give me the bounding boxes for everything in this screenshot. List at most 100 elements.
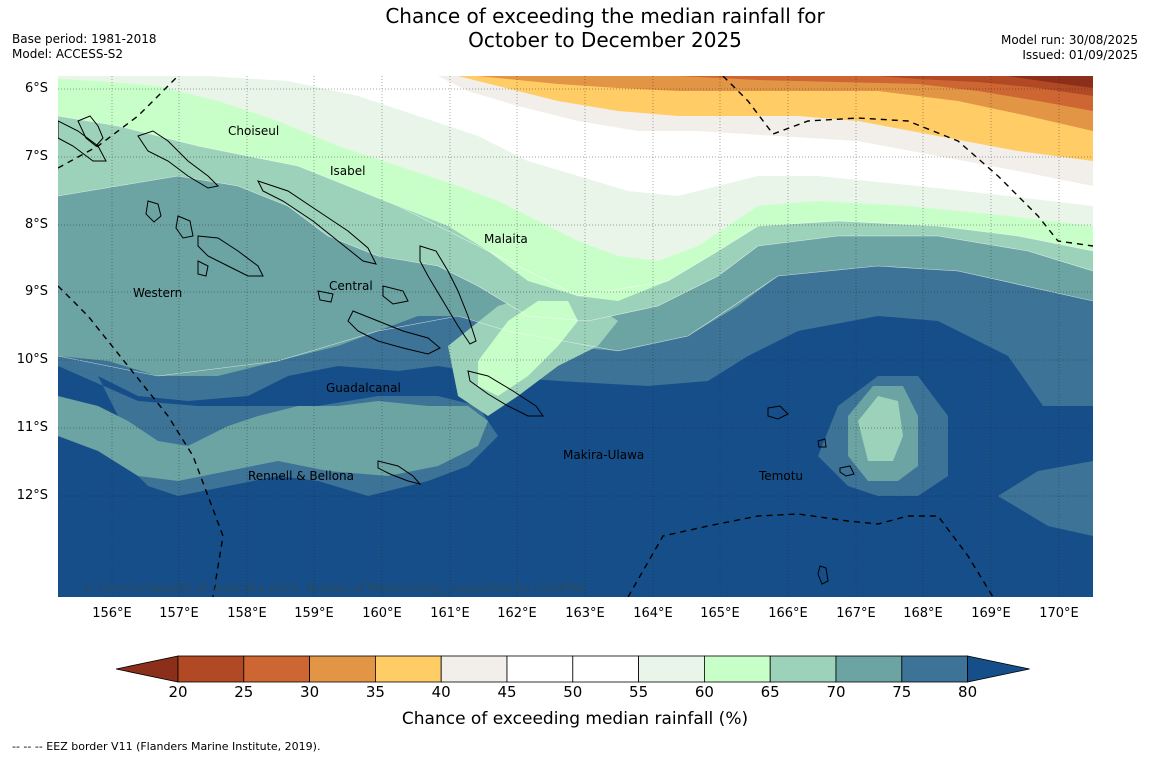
lat-label-9s: 9°S [24, 284, 48, 299]
colorbar-tick-label: 40 [431, 683, 451, 701]
colorbar-cell [309, 655, 376, 683]
isabel-island [257, 180, 377, 265]
band-70-b [58, 396, 488, 481]
colorbar-tick-label: 50 [563, 683, 583, 701]
lon-label-166e: 166°E [768, 606, 808, 621]
colorbar [116, 655, 1030, 683]
label-makira-ulawa: Makira-Ulawa [563, 448, 645, 462]
colorbar-cell [835, 655, 903, 683]
choiseul-island [137, 130, 220, 189]
colorbar-title: Chance of exceeding median rainfall (%) [401, 709, 749, 729]
lon-label-165e: 165°E [700, 606, 740, 621]
lon-label-168e: 168°E [903, 606, 943, 621]
coastlines [58, 115, 855, 585]
lon-label-169e: 169°E [971, 606, 1011, 621]
western-island-2 [175, 215, 194, 239]
lon-label-161e: 161°E [430, 606, 470, 621]
central-island-1 [317, 290, 334, 303]
guadalcanal-island [347, 310, 441, 355]
colorbar-tick-label: 20 [168, 683, 188, 701]
eez-borders [58, 76, 1093, 597]
western-island-1 [145, 200, 162, 223]
colorbar-cell [506, 655, 574, 683]
colorbar-tick-label: 80 [958, 683, 978, 701]
label-malaita: Malaita [484, 232, 528, 246]
temotu-island-1 [767, 405, 789, 420]
western-island-4 [197, 260, 209, 277]
colorbar-tick-label: 25 [234, 683, 254, 701]
lon-label-167e: 167°E [836, 606, 876, 621]
band-20 [878, 76, 1093, 96]
bougainville [58, 120, 107, 162]
colorbar-tick-label: 45 [497, 683, 517, 701]
label-isabel: Isabel [330, 164, 366, 178]
lon-label-159e: 159°E [294, 606, 334, 621]
north-island [77, 115, 104, 147]
band-25 [678, 76, 1093, 111]
eez-border-north [58, 76, 179, 169]
colorbar-cell [177, 655, 245, 683]
colorbar-extend-high [967, 655, 1030, 683]
lon-label-162e: 162°E [497, 606, 537, 621]
lat-label-11s: 11°S [16, 420, 48, 435]
rennell-island [377, 460, 422, 485]
colorbar-cell [901, 655, 968, 683]
label-central: Central [329, 279, 373, 293]
colorbar-cell [704, 655, 771, 683]
central-island-2 [382, 285, 409, 305]
eez-border-south [627, 513, 994, 597]
colorbar-cell [440, 655, 508, 683]
label-western: Western [133, 286, 183, 300]
colorbar-tick-label: 65 [760, 683, 780, 701]
model-run: Model run: 30/08/2025 [1000, 33, 1138, 47]
band-60-b [478, 301, 578, 396]
colorbar-tick-label: 35 [365, 683, 385, 701]
meta-left: Base period: 1981-2018 Model: ACCESS-S2 [12, 32, 157, 62]
colorbar-cell [374, 655, 442, 683]
label-rennell-bellona: Rennell & Bellona [248, 469, 355, 483]
title-line-1: Chance of exceeding the median rainfall … [385, 4, 825, 28]
colorbar-extend-low [116, 655, 179, 683]
contour-lines [58, 115, 1093, 377]
colorbar-cell [769, 655, 837, 683]
lon-label-158e: 158°E [227, 606, 267, 621]
malaita-island [419, 245, 477, 345]
label-temotu: Temotu [759, 469, 804, 483]
model-name: Model: ACCESS-S2 [12, 47, 124, 61]
band-30 [478, 76, 1093, 131]
band-65-c [858, 396, 903, 461]
lon-label-160e: 160°E [362, 606, 402, 621]
colorbar-cell [243, 655, 311, 683]
small-island [817, 565, 829, 585]
chart-title: Chance of exceeding the median rainfall … [330, 4, 880, 52]
lon-label-163e: 163°E [565, 606, 605, 621]
lat-label-7s: 7°S [24, 149, 48, 164]
lon-label-164e: 164°E [633, 606, 673, 621]
title-line-2: October to December 2025 [468, 28, 742, 52]
temotu-island-3 [839, 465, 855, 477]
meta-right: Model run: 30/08/2025 Issued: 01/09/2025 [1001, 33, 1138, 63]
colorbar-tick-label: 75 [892, 683, 912, 701]
colorbar-cells [116, 655, 1030, 683]
eez-legend-note: -- -- -- EEZ border V11 (Flanders Marine… [12, 740, 321, 753]
lon-label-157e: 157°E [159, 606, 199, 621]
lat-label-12s: 12°S [16, 488, 48, 503]
western-island-3 [197, 235, 264, 277]
band-75-d [998, 461, 1093, 536]
lat-label-8s: 8°S [24, 217, 48, 232]
lon-label-156e: 156°E [92, 606, 132, 621]
copyright-note: © Commonwealth of Australia 2025, Bureau… [82, 581, 588, 595]
lat-label-10s: 10°S [16, 352, 48, 367]
makira-island [467, 370, 544, 417]
temotu-island-2 [817, 438, 827, 448]
colorbar-tick-label: 70 [826, 683, 846, 701]
issued-date: Issued: 01/09/2025 [1022, 48, 1138, 62]
colorbar-cell [638, 655, 705, 683]
map-svg [58, 76, 1093, 597]
colorbar-tick-label: 60 [694, 683, 714, 701]
label-choiseul: Choiseul [228, 124, 280, 138]
label-guadalcanal: Guadalcanal [326, 381, 401, 395]
colorbar-cell [572, 655, 639, 683]
lon-label-170e: 170°E [1039, 606, 1079, 621]
colorbar-tick-label: 55 [629, 683, 649, 701]
